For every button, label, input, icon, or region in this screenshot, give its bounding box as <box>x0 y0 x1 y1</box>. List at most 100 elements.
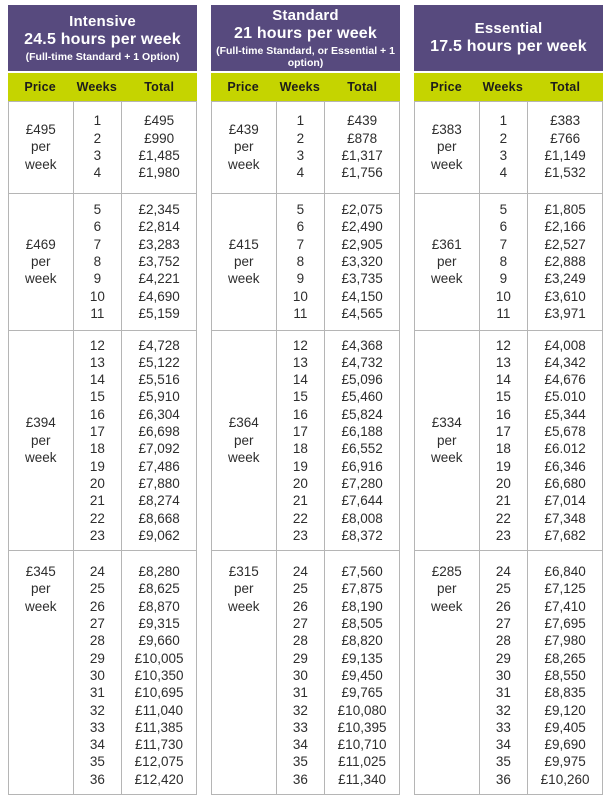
total-value: £2,075 <box>341 202 383 218</box>
week-number: 16 <box>89 406 105 422</box>
week-number: 19 <box>89 458 105 474</box>
price-band: £495 per week 1 2 3 4 £495 £990 £1,485 £1,980 <box>9 101 196 193</box>
week-number: 27 <box>495 616 511 632</box>
total-value: £9,315 <box>138 616 180 632</box>
column-header-price: Price <box>227 80 259 94</box>
week-number: 16 <box>495 406 511 422</box>
table-note: (Full-time Standard + 1 Option) <box>25 51 180 64</box>
price-line: per <box>234 581 254 597</box>
week-number: 17 <box>89 424 105 440</box>
totals-cell: £1,805 £2,166 £2,527 £2,888 £3,249 £3,610 £3,9… <box>527 193 602 330</box>
total-value: £878 <box>347 130 378 146</box>
price-line: £469 <box>25 236 56 252</box>
week-number: 3 <box>296 148 305 164</box>
week-number: 8 <box>93 253 102 269</box>
week-number: 20 <box>89 475 105 491</box>
weeks-cell: 12 13 14 15 16 17 18 19 20 21 22 23 <box>478 330 528 551</box>
week-number: 31 <box>292 685 308 701</box>
week-number: 12 <box>495 337 511 353</box>
week-number: 1 <box>499 113 508 129</box>
week-number: 26 <box>495 598 511 614</box>
week-number: 30 <box>292 667 308 683</box>
weeks-cell: 5 6 7 8 9 10 11 <box>478 193 528 330</box>
total-value: £6,916 <box>341 458 383 474</box>
total-value: £7,125 <box>544 581 586 597</box>
total-value: £10,005 <box>134 650 184 666</box>
week-number: 21 <box>89 493 105 509</box>
column-header-weeks: Weeks <box>482 80 523 94</box>
week-number: 22 <box>89 510 105 526</box>
weeks-cell: 12 13 14 15 16 17 18 19 20 21 22 23 <box>72 330 122 551</box>
week-number: 8 <box>296 253 305 269</box>
week-number: 29 <box>89 650 105 666</box>
total-value: £2,814 <box>138 219 180 235</box>
week-number: 33 <box>89 719 105 735</box>
total-value: £9,405 <box>544 719 586 735</box>
total-value: £3,735 <box>341 271 383 287</box>
week-number: 32 <box>89 702 105 718</box>
week-number: 22 <box>495 510 511 526</box>
total-value: £7,348 <box>544 510 586 526</box>
week-number: 9 <box>296 271 305 287</box>
totals-cell: £4,368 £4,732 £5,096 £5,460 £5,824 £6,188 £6,5… <box>324 330 399 551</box>
totals-cell: £2,345 £2,814 £3,283 £3,752 £4,221 £4,690 £5,1… <box>121 193 196 330</box>
total-value: £11,385 <box>135 719 183 735</box>
week-number: 29 <box>495 650 511 666</box>
total-value: £2,490 <box>341 219 383 235</box>
week-number: 27 <box>292 616 308 632</box>
week-number: 18 <box>495 441 511 457</box>
total-value: £4,728 <box>138 337 180 353</box>
week-number: 35 <box>89 754 105 770</box>
price-band: £364 per week 12 13 14 15 16 17 18 19 20 21 22 23 £4,36… <box>212 329 399 551</box>
week-number: 35 <box>495 754 511 770</box>
week-number: 16 <box>292 406 308 422</box>
week-number: 24 <box>89 564 105 580</box>
week-number: 10 <box>292 288 308 304</box>
price-line: week <box>228 450 260 465</box>
week-number: 14 <box>495 372 511 388</box>
total-value: £9,450 <box>341 667 383 683</box>
column-header-price: Price <box>24 80 56 94</box>
price-line: per <box>437 253 457 269</box>
price-line: per <box>437 581 457 597</box>
price-line: week <box>228 156 260 172</box>
week-number: 4 <box>296 165 305 181</box>
week-number: 20 <box>292 475 308 491</box>
week-number: 15 <box>89 389 105 405</box>
pricing-table-essential: Essential 17.5 hours per week Price Weeks To… <box>414 5 603 795</box>
week-number: 31 <box>495 685 511 701</box>
price-cell: £383 per week <box>415 102 479 193</box>
column-header-total: Total <box>347 80 378 94</box>
total-value: £6,188 <box>341 424 383 440</box>
price-line: week <box>25 271 57 287</box>
total-value: £5,344 <box>544 406 586 422</box>
column-header-total: Total <box>144 80 175 94</box>
week-number: 26 <box>89 598 105 614</box>
price-line: per <box>234 432 254 448</box>
total-value: £11,040 <box>135 702 183 718</box>
price-cell: £345 per week <box>9 551 73 794</box>
week-number: 23 <box>89 527 105 543</box>
week-number: 25 <box>292 581 308 597</box>
total-value: £8,835 <box>544 685 586 701</box>
week-number: 36 <box>89 771 105 787</box>
week-number: 33 <box>292 719 308 735</box>
week-number: 23 <box>495 527 511 543</box>
price-band: £315 per week 24 25 26 27 28 29 30 31 32 33 34 35 36 £7,… <box>212 550 399 794</box>
price-line: £495 <box>25 122 56 138</box>
week-number: 28 <box>89 633 105 649</box>
total-value: £7,682 <box>544 527 586 543</box>
total-value: £8,505 <box>341 616 383 632</box>
table-title: Intensive <box>69 13 136 31</box>
week-number: 18 <box>292 441 308 457</box>
table-body: £439 per week 1 2 3 4 £439 £878 £1,317 £1,756 £415 p… <box>211 100 400 795</box>
total-value: £12,420 <box>134 771 184 787</box>
week-number: 17 <box>495 424 511 440</box>
week-number: 7 <box>93 236 102 252</box>
price-cell: £439 per week <box>212 102 276 193</box>
week-number: 3 <box>499 148 508 164</box>
total-value: £383 <box>550 113 581 129</box>
total-value: £8,625 <box>138 581 180 597</box>
